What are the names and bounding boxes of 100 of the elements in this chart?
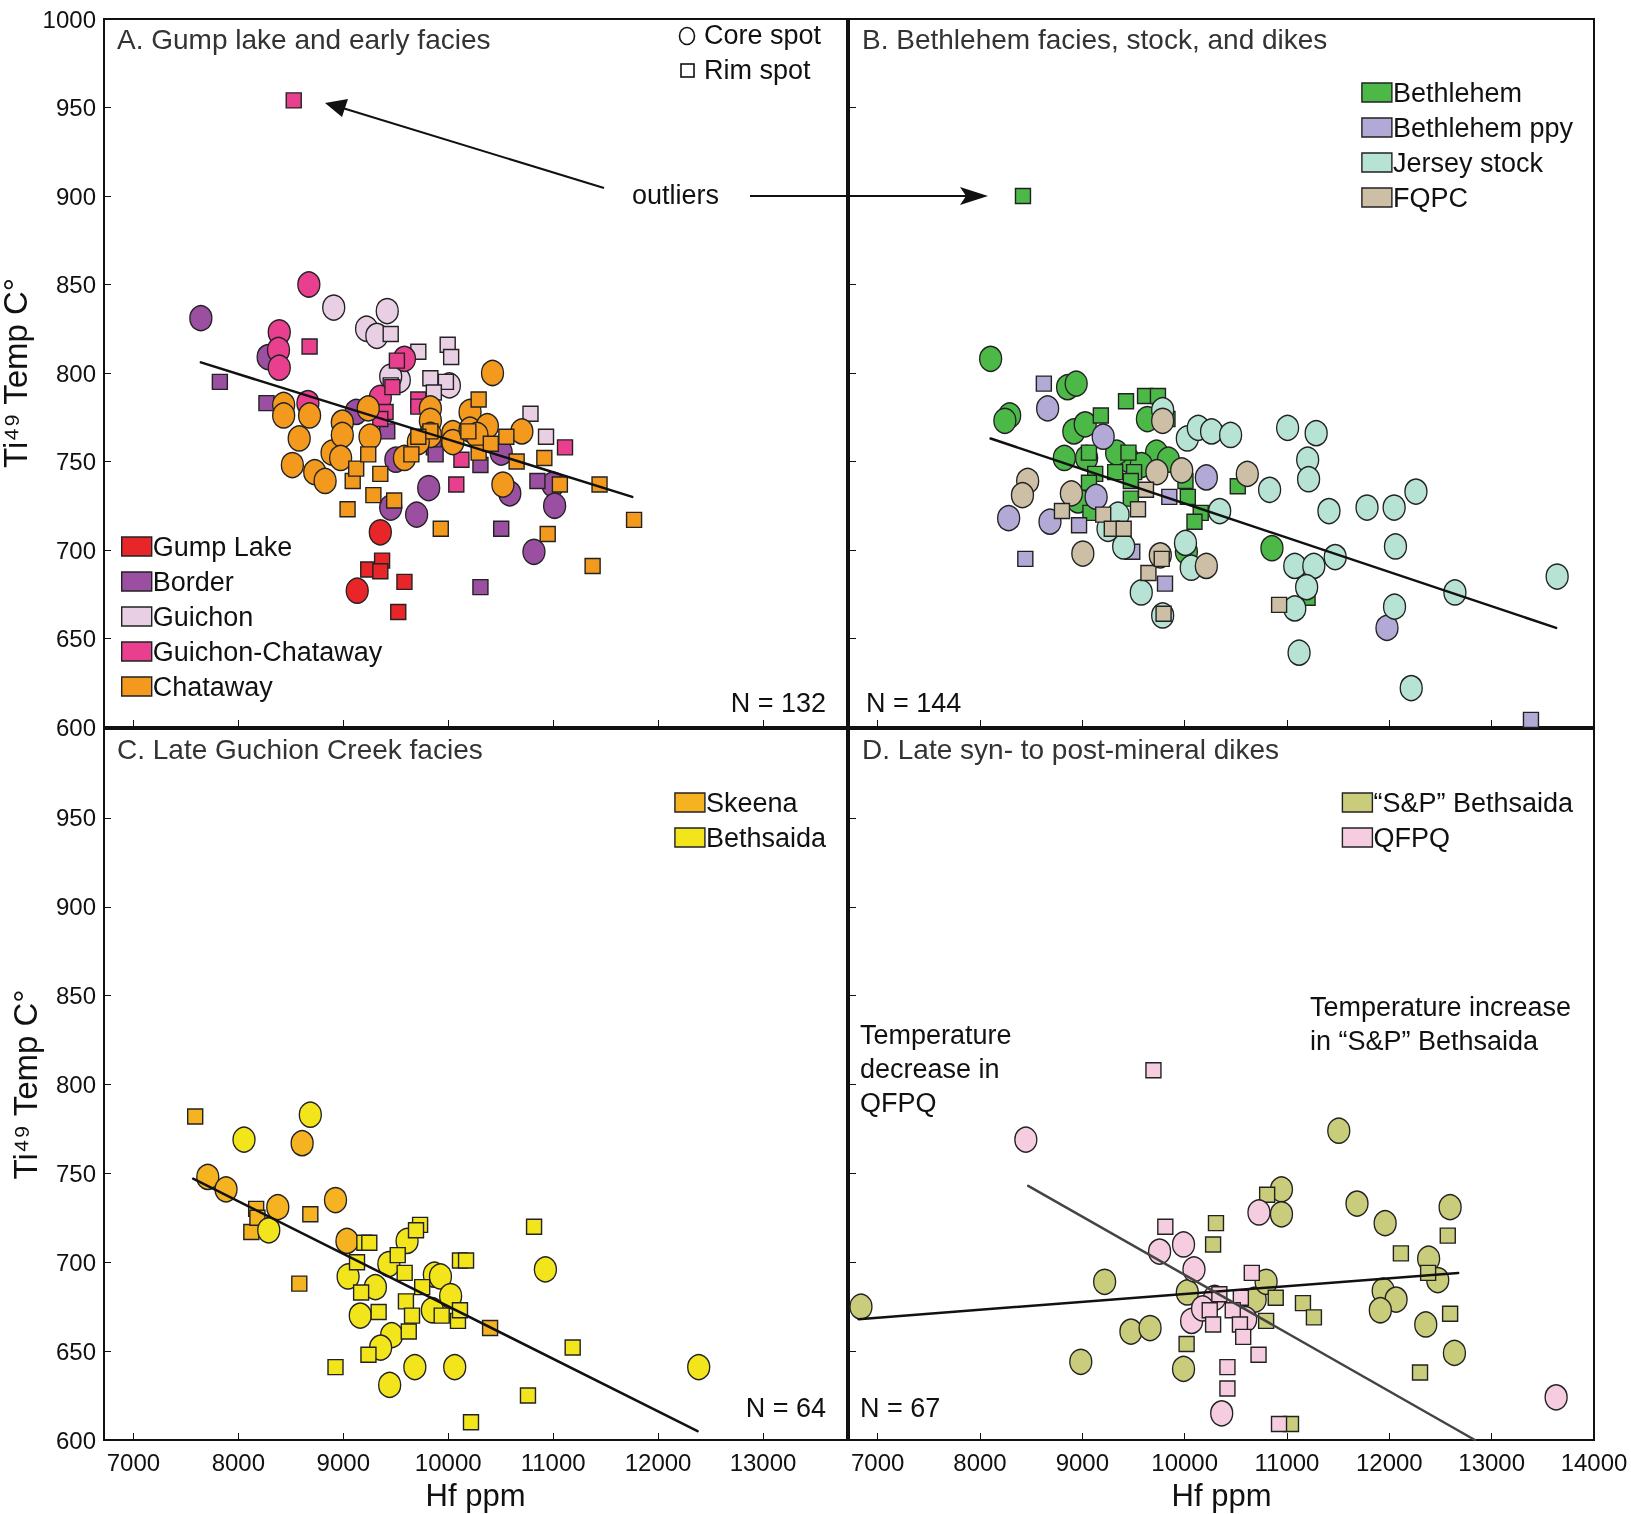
annotation: N = 67 [860, 1393, 941, 1423]
annotation: N = 144 [866, 688, 962, 718]
point [327, 1358, 344, 1376]
point [564, 1339, 581, 1356]
point [1035, 375, 1053, 392]
point [522, 538, 546, 565]
chart-title: D. Late syn- to post-mineral dikes [862, 733, 1280, 765]
point [536, 449, 553, 467]
x-axis-title: Hf ppm [1171, 1478, 1272, 1513]
point [1414, 1311, 1438, 1338]
point [510, 418, 534, 445]
point [1186, 513, 1203, 530]
point [377, 1371, 402, 1399]
point [267, 354, 291, 381]
point [396, 1264, 413, 1282]
point [1375, 614, 1399, 642]
point [211, 373, 229, 391]
point [493, 520, 510, 537]
point [556, 439, 574, 456]
point [1219, 1380, 1236, 1397]
point [529, 472, 546, 490]
point [313, 467, 337, 495]
point [1138, 1314, 1162, 1342]
point [1010, 481, 1035, 509]
point [232, 1126, 256, 1153]
point [1544, 1384, 1568, 1411]
point [404, 501, 429, 528]
legend-label: Bethsaida [705, 822, 827, 853]
point [1014, 1126, 1038, 1153]
point [427, 446, 444, 463]
point [1404, 478, 1428, 505]
point [257, 1217, 281, 1244]
point [1235, 460, 1259, 488]
point [1383, 533, 1408, 560]
x-tick-label: 10000 [1151, 1448, 1219, 1476]
y-tick-label: 900 [55, 893, 96, 921]
point [433, 1307, 450, 1324]
x-tick-label: 9000 [316, 1448, 370, 1476]
point [1210, 1400, 1234, 1427]
point [1204, 1316, 1222, 1333]
point [1327, 1117, 1351, 1144]
point [522, 405, 539, 422]
point [1218, 421, 1243, 449]
point [1157, 1218, 1174, 1235]
point [1305, 1309, 1323, 1326]
point [1442, 1339, 1467, 1367]
y-tick-label: 850 [55, 982, 96, 1010]
x-tick-label: 7000 [106, 1448, 161, 1476]
point [539, 525, 556, 543]
point [1204, 1236, 1222, 1253]
point [1145, 458, 1169, 486]
point [498, 428, 515, 445]
point [397, 1293, 415, 1310]
point [1207, 1214, 1225, 1232]
x-tick-label: 9000 [1055, 1448, 1110, 1476]
y-tick-label: 650 [55, 1337, 96, 1365]
point [1345, 1190, 1369, 1217]
point [462, 1414, 480, 1431]
point [417, 474, 441, 502]
point [1171, 1231, 1196, 1258]
x-tick-label: 8000 [953, 1448, 1007, 1476]
legend-label: Border [152, 566, 234, 597]
point [271, 402, 296, 429]
y-tick-label: 950 [55, 94, 96, 121]
point [297, 271, 321, 298]
point [1173, 529, 1198, 557]
point [472, 578, 489, 596]
point [1119, 1318, 1143, 1345]
point [1073, 411, 1097, 438]
point [1014, 187, 1032, 205]
y-tick-label: 950 [55, 804, 96, 832]
point [453, 451, 470, 468]
y-tick-label: 800 [55, 359, 96, 387]
point [1545, 563, 1569, 590]
point [1095, 506, 1112, 523]
point [978, 345, 1003, 373]
point [396, 573, 413, 591]
point [442, 348, 460, 366]
point [375, 297, 399, 325]
x-tick-label: 14000 [1560, 1448, 1628, 1476]
point [1219, 1358, 1236, 1376]
legend-label: Jersey stock [1392, 147, 1544, 178]
point [360, 1346, 377, 1363]
point [348, 1302, 372, 1329]
annotation: Temperature decrease in QFPQ [860, 1020, 1020, 1118]
point [323, 1186, 348, 1214]
point [1399, 674, 1423, 702]
point [1250, 1346, 1267, 1363]
y-axis-title: Ti⁴⁹ Temp C° [7, 989, 44, 1180]
point [328, 444, 353, 472]
chart-title: B. Bethlehem facies, stock, and dikes [862, 23, 1328, 55]
point [1373, 1209, 1397, 1237]
point [480, 359, 505, 387]
point [1182, 1256, 1206, 1283]
point [1302, 552, 1326, 580]
point [1178, 1335, 1195, 1353]
point [1120, 444, 1137, 461]
annotation: N = 64 [745, 1393, 826, 1423]
point [432, 520, 449, 537]
point [542, 492, 567, 519]
